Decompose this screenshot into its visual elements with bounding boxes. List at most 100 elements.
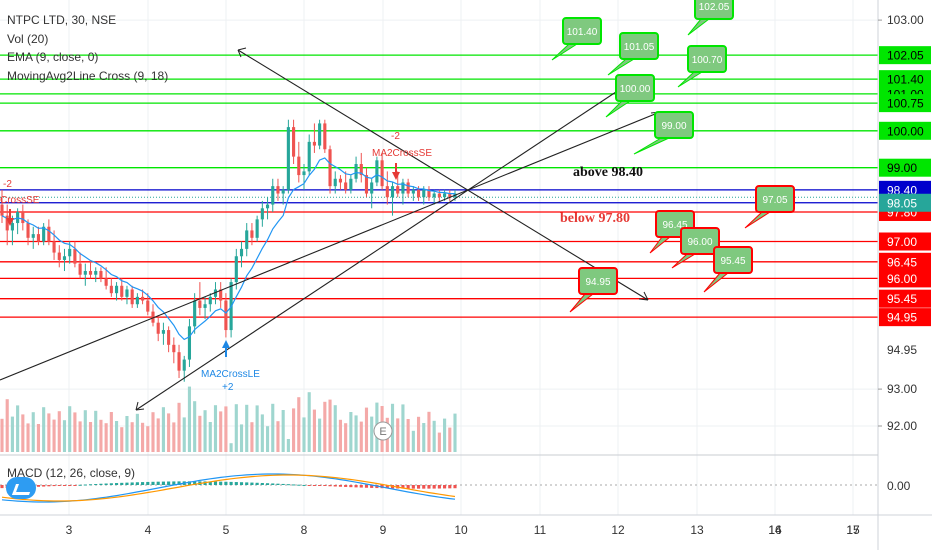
candle-body bbox=[297, 156, 301, 176]
volume-bar bbox=[0, 418, 4, 452]
volume-bar bbox=[156, 418, 160, 452]
macd-hist-bar bbox=[193, 481, 197, 485]
macd-hist-bar bbox=[297, 484, 301, 486]
volume-bar bbox=[416, 416, 421, 452]
candle-body bbox=[396, 186, 400, 194]
y-tick-label-partial: 94.95 bbox=[887, 343, 917, 357]
candle-body bbox=[0, 204, 4, 216]
candle-body bbox=[416, 189, 421, 198]
support-trend-line bbox=[135, 87, 623, 411]
below-annotation: below 97.80 bbox=[560, 211, 630, 226]
macd-hist-bar bbox=[416, 485, 421, 489]
candle-body bbox=[219, 289, 223, 301]
volume-bar bbox=[62, 420, 67, 452]
candle-body bbox=[443, 193, 447, 198]
green-level-label: 101.40 bbox=[887, 73, 924, 87]
candle-body bbox=[318, 123, 322, 146]
volume-bar bbox=[31, 412, 35, 452]
volume-bar bbox=[109, 412, 113, 452]
macd-hist-bar bbox=[52, 485, 56, 487]
legend-vol: Vol (20) bbox=[7, 31, 49, 46]
green-level-badge bbox=[879, 158, 931, 177]
candle-body bbox=[120, 285, 124, 297]
macd-hist-bar bbox=[401, 485, 405, 489]
legend-ma-cross: MovingAvg2Line Cross (9, 18) bbox=[7, 68, 169, 83]
candle-body bbox=[260, 208, 264, 220]
x-tick-label: 15 bbox=[846, 523, 860, 537]
volume-bar bbox=[432, 420, 436, 452]
volume-bar bbox=[182, 417, 186, 452]
candle-body bbox=[198, 300, 202, 308]
volume-bar bbox=[422, 423, 426, 452]
red-level-label: 97.00 bbox=[887, 235, 917, 249]
volume-bar bbox=[307, 392, 311, 452]
macd-hist-bar bbox=[323, 485, 327, 486]
volume-bar bbox=[302, 417, 306, 452]
macd-signal-line bbox=[1, 474, 456, 502]
macd-hist-bar bbox=[187, 481, 192, 485]
volume-bar bbox=[364, 407, 369, 452]
candle-body bbox=[401, 182, 405, 194]
sell-arrow-icon bbox=[6, 209, 14, 226]
candle-body bbox=[245, 230, 249, 249]
volume-bar bbox=[177, 402, 181, 452]
volume-bar bbox=[21, 414, 25, 452]
candle-body bbox=[52, 241, 56, 253]
green-level-badge bbox=[879, 94, 931, 113]
macd-hist-bar bbox=[120, 482, 124, 485]
candle-body bbox=[208, 296, 212, 305]
x-tick-label: 13 bbox=[690, 523, 704, 537]
candle-body bbox=[234, 256, 238, 283]
volume-bar bbox=[5, 399, 9, 452]
volume-bar bbox=[271, 403, 275, 452]
macd-hist-bar bbox=[255, 482, 259, 485]
arrow-head bbox=[135, 401, 145, 411]
macd-hist-bar bbox=[151, 481, 155, 485]
green-callout-box bbox=[694, 0, 734, 20]
volume-bar bbox=[94, 410, 98, 452]
x-tick-label: 8 bbox=[301, 523, 308, 537]
macd-hist-bar bbox=[448, 485, 452, 489]
ma-cross-se-left-count: -2 bbox=[3, 179, 12, 190]
volume-bar bbox=[312, 409, 316, 452]
volume-bar bbox=[88, 422, 93, 452]
x-tick-label: 4 bbox=[145, 523, 152, 537]
legend-title: NTPC LTD, 30, NSE bbox=[7, 13, 117, 27]
red-level-badge bbox=[879, 269, 931, 288]
macd-hist-bar bbox=[333, 485, 337, 487]
red-level-badge bbox=[879, 252, 931, 271]
red-callout-pointer bbox=[671, 253, 697, 269]
macd-hist-bar bbox=[62, 485, 67, 486]
above-annotation: above 98.40 bbox=[573, 165, 643, 180]
candle-body bbox=[271, 186, 275, 205]
candle-body bbox=[151, 311, 155, 323]
volume-bar bbox=[239, 424, 244, 452]
ema-line bbox=[1, 157, 455, 341]
volume-bar bbox=[78, 421, 82, 452]
macd-hist-bar bbox=[453, 485, 457, 489]
volume-bar bbox=[323, 401, 327, 452]
tradingview-logo-icon[interactable] bbox=[6, 477, 36, 499]
volume-bar bbox=[260, 414, 264, 452]
candle-body bbox=[213, 289, 218, 297]
volume-bar bbox=[187, 386, 192, 452]
volume-bar bbox=[99, 419, 103, 452]
candle-body bbox=[427, 189, 431, 198]
candle-body bbox=[344, 182, 348, 190]
green-callout-box bbox=[654, 111, 694, 139]
macd-hist-bar bbox=[302, 484, 306, 486]
volume-bar bbox=[250, 422, 254, 452]
red-callout-box bbox=[755, 185, 795, 213]
red-callout-pointer bbox=[569, 293, 595, 313]
macd-hist-bar bbox=[307, 485, 311, 486]
macd-hist-bar bbox=[146, 481, 150, 485]
candle-body bbox=[99, 271, 103, 279]
volume-bar bbox=[151, 412, 155, 452]
macd-hist-bar bbox=[88, 484, 93, 486]
volume-bar bbox=[10, 416, 14, 452]
green-callout-pointer bbox=[633, 137, 670, 155]
green-callout-box bbox=[619, 32, 659, 60]
last-price-label: 98.05 bbox=[887, 196, 917, 210]
candle-body bbox=[250, 230, 254, 238]
